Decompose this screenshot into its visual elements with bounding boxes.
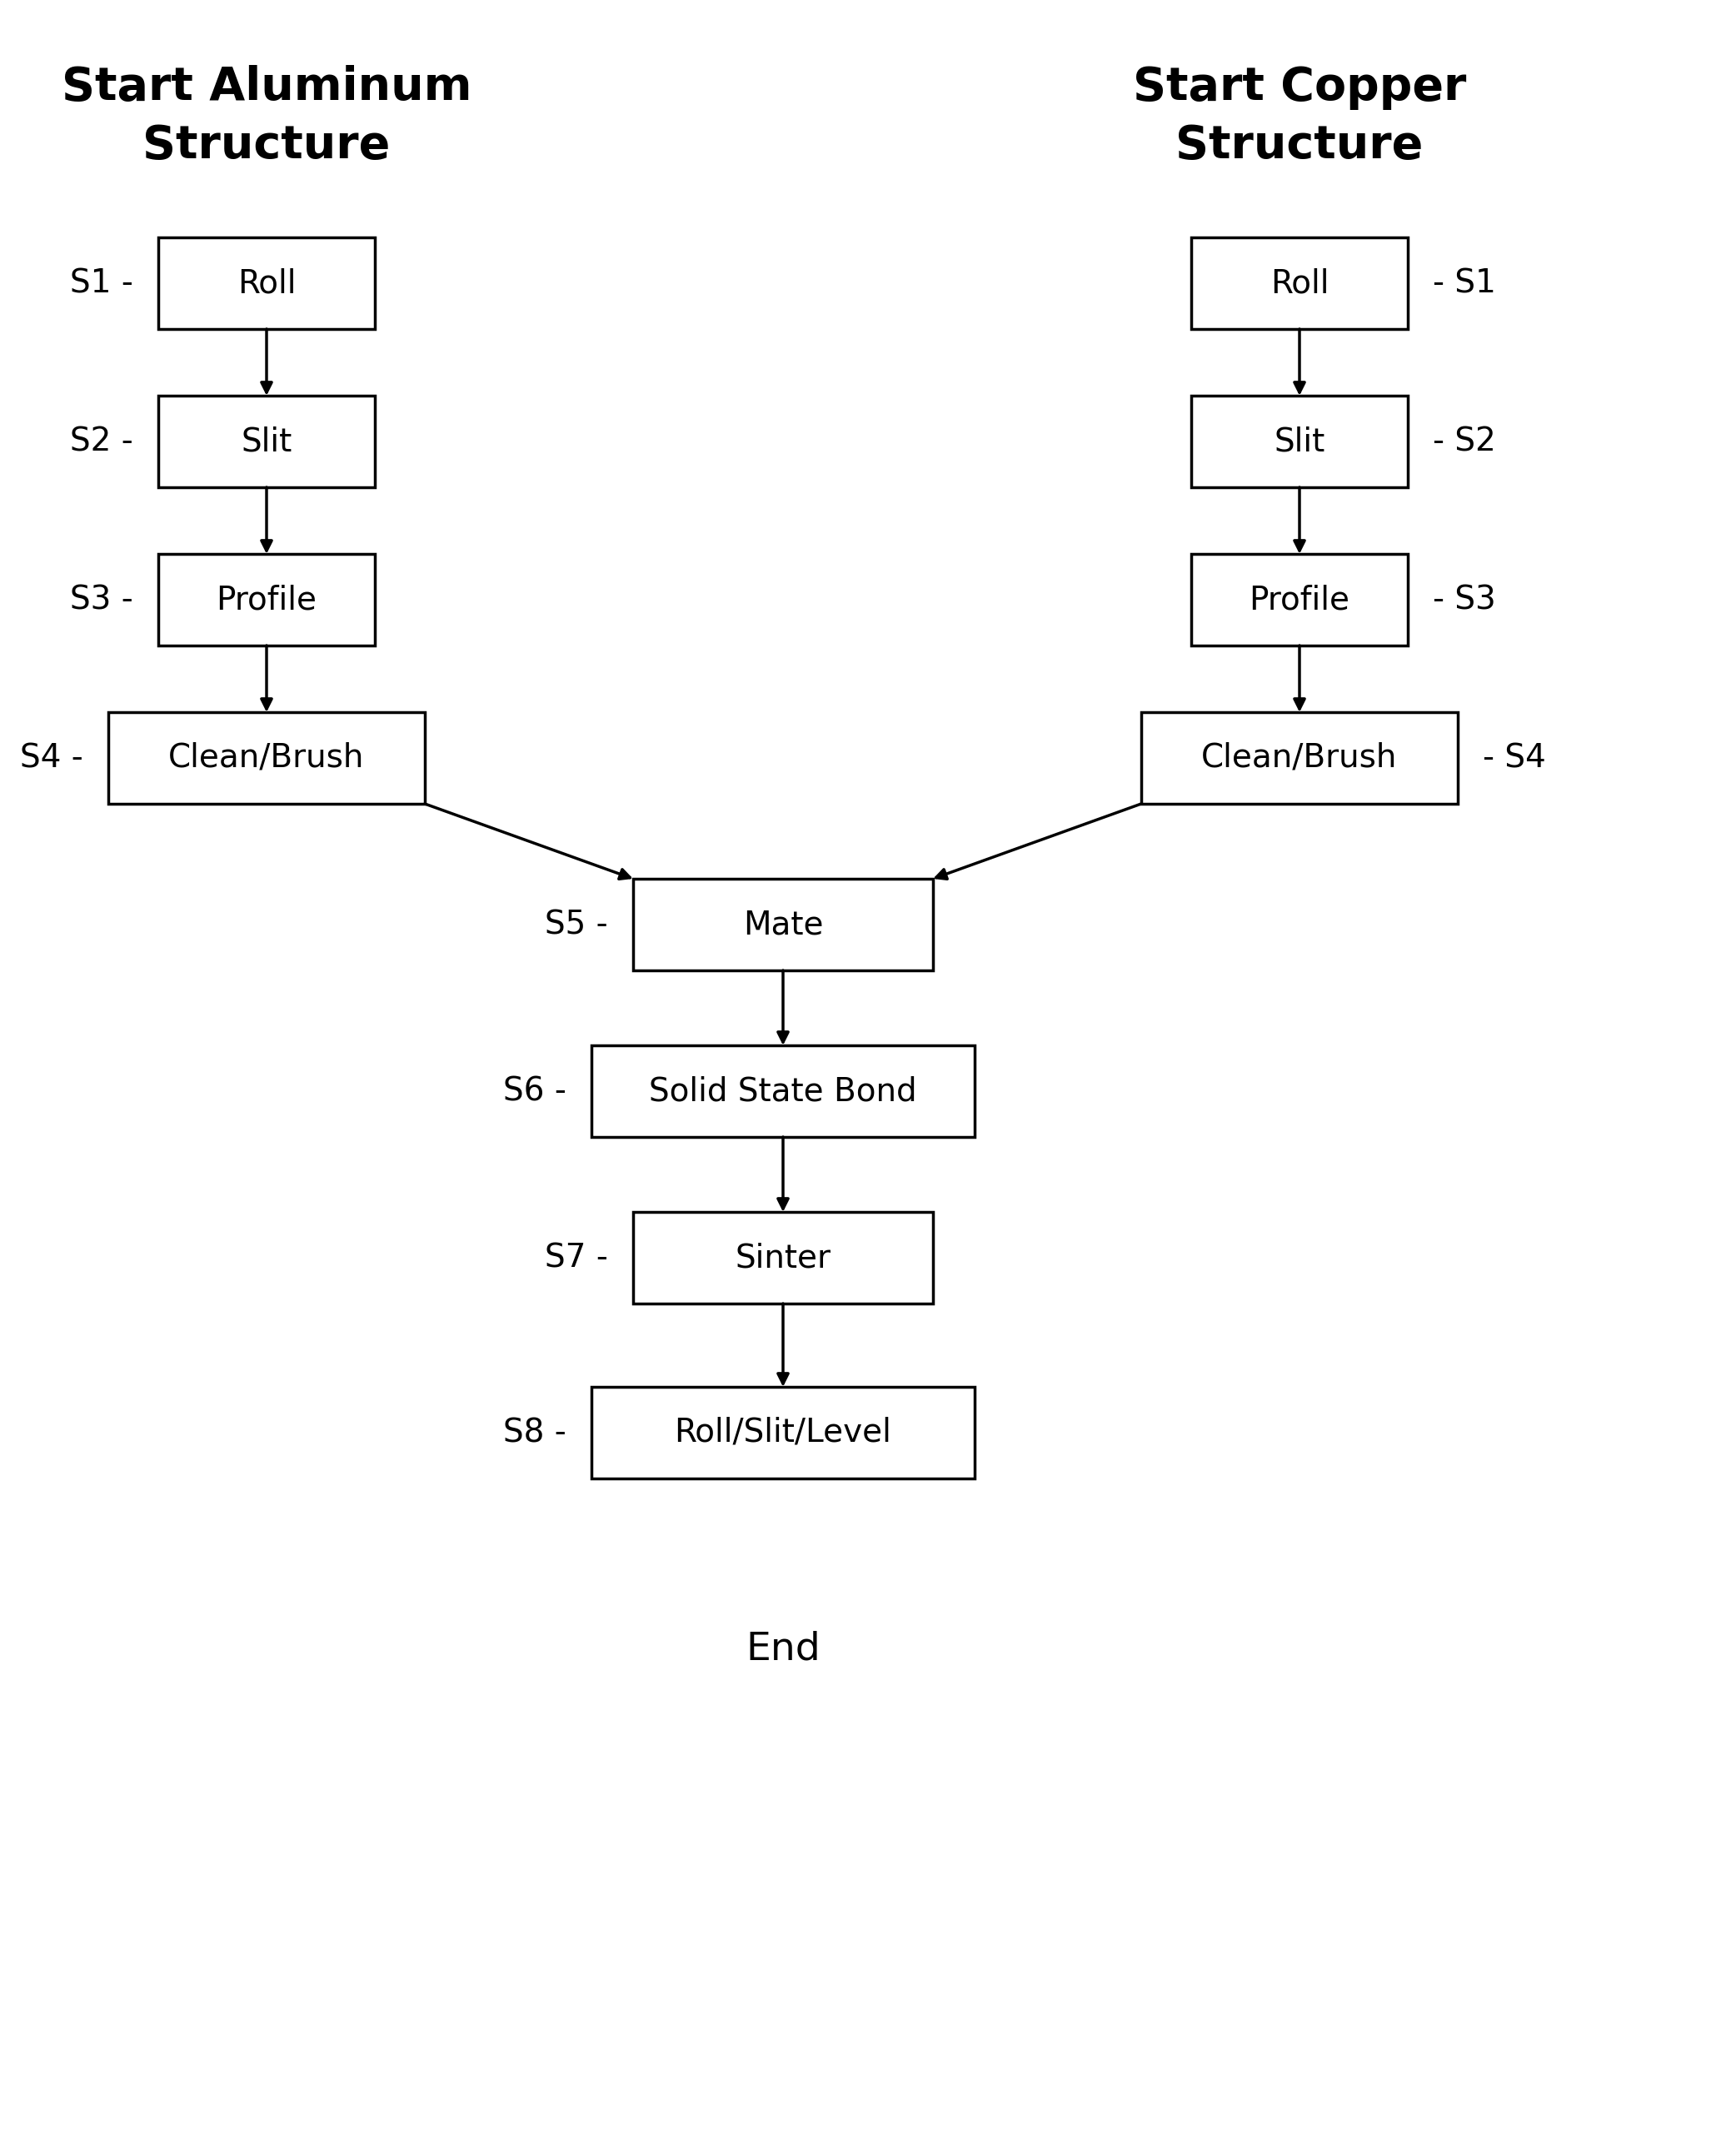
Text: Sinter: Sinter bbox=[734, 1243, 832, 1273]
Bar bbox=[1191, 554, 1408, 646]
Bar bbox=[1191, 396, 1408, 488]
Bar bbox=[108, 712, 425, 804]
Bar bbox=[634, 879, 932, 971]
Text: Profile: Profile bbox=[1250, 584, 1351, 616]
Text: Roll: Roll bbox=[1271, 267, 1328, 299]
Bar bbox=[158, 237, 375, 329]
Bar bbox=[1141, 712, 1458, 804]
Text: S6 -: S6 - bbox=[503, 1076, 566, 1108]
Bar bbox=[158, 396, 375, 488]
Text: Start Aluminum
Structure: Start Aluminum Structure bbox=[61, 64, 472, 169]
Text: Mate: Mate bbox=[743, 909, 823, 941]
Text: S5 -: S5 - bbox=[545, 909, 608, 941]
Text: - S3: - S3 bbox=[1432, 584, 1496, 616]
Text: S4 -: S4 - bbox=[21, 742, 83, 774]
Text: S8 -: S8 - bbox=[503, 1416, 566, 1448]
Bar bbox=[1191, 237, 1408, 329]
Text: Solid State Bond: Solid State Bond bbox=[649, 1076, 917, 1108]
Text: - S4: - S4 bbox=[1483, 742, 1545, 774]
Text: Roll: Roll bbox=[238, 267, 295, 299]
Text: Clean/Brush: Clean/Brush bbox=[168, 742, 365, 774]
Bar bbox=[592, 1046, 974, 1138]
Text: - S2: - S2 bbox=[1432, 426, 1496, 458]
Text: Profile: Profile bbox=[217, 584, 318, 616]
Text: S2 -: S2 - bbox=[69, 426, 134, 458]
Text: Clean/Brush: Clean/Brush bbox=[1201, 742, 1397, 774]
Text: S7 -: S7 - bbox=[545, 1243, 608, 1273]
Bar bbox=[634, 1213, 932, 1303]
Text: End: End bbox=[746, 1630, 821, 1668]
Text: Slit: Slit bbox=[1274, 426, 1325, 458]
Bar bbox=[158, 554, 375, 646]
Text: Roll/Slit/Level: Roll/Slit/Level bbox=[674, 1416, 892, 1448]
Text: S3 -: S3 - bbox=[69, 584, 134, 616]
Text: Slit: Slit bbox=[241, 426, 292, 458]
Bar bbox=[592, 1386, 974, 1478]
Text: - S1: - S1 bbox=[1432, 267, 1496, 299]
Text: Start Copper
Structure: Start Copper Structure bbox=[1134, 64, 1467, 169]
Text: S1 -: S1 - bbox=[69, 267, 134, 299]
